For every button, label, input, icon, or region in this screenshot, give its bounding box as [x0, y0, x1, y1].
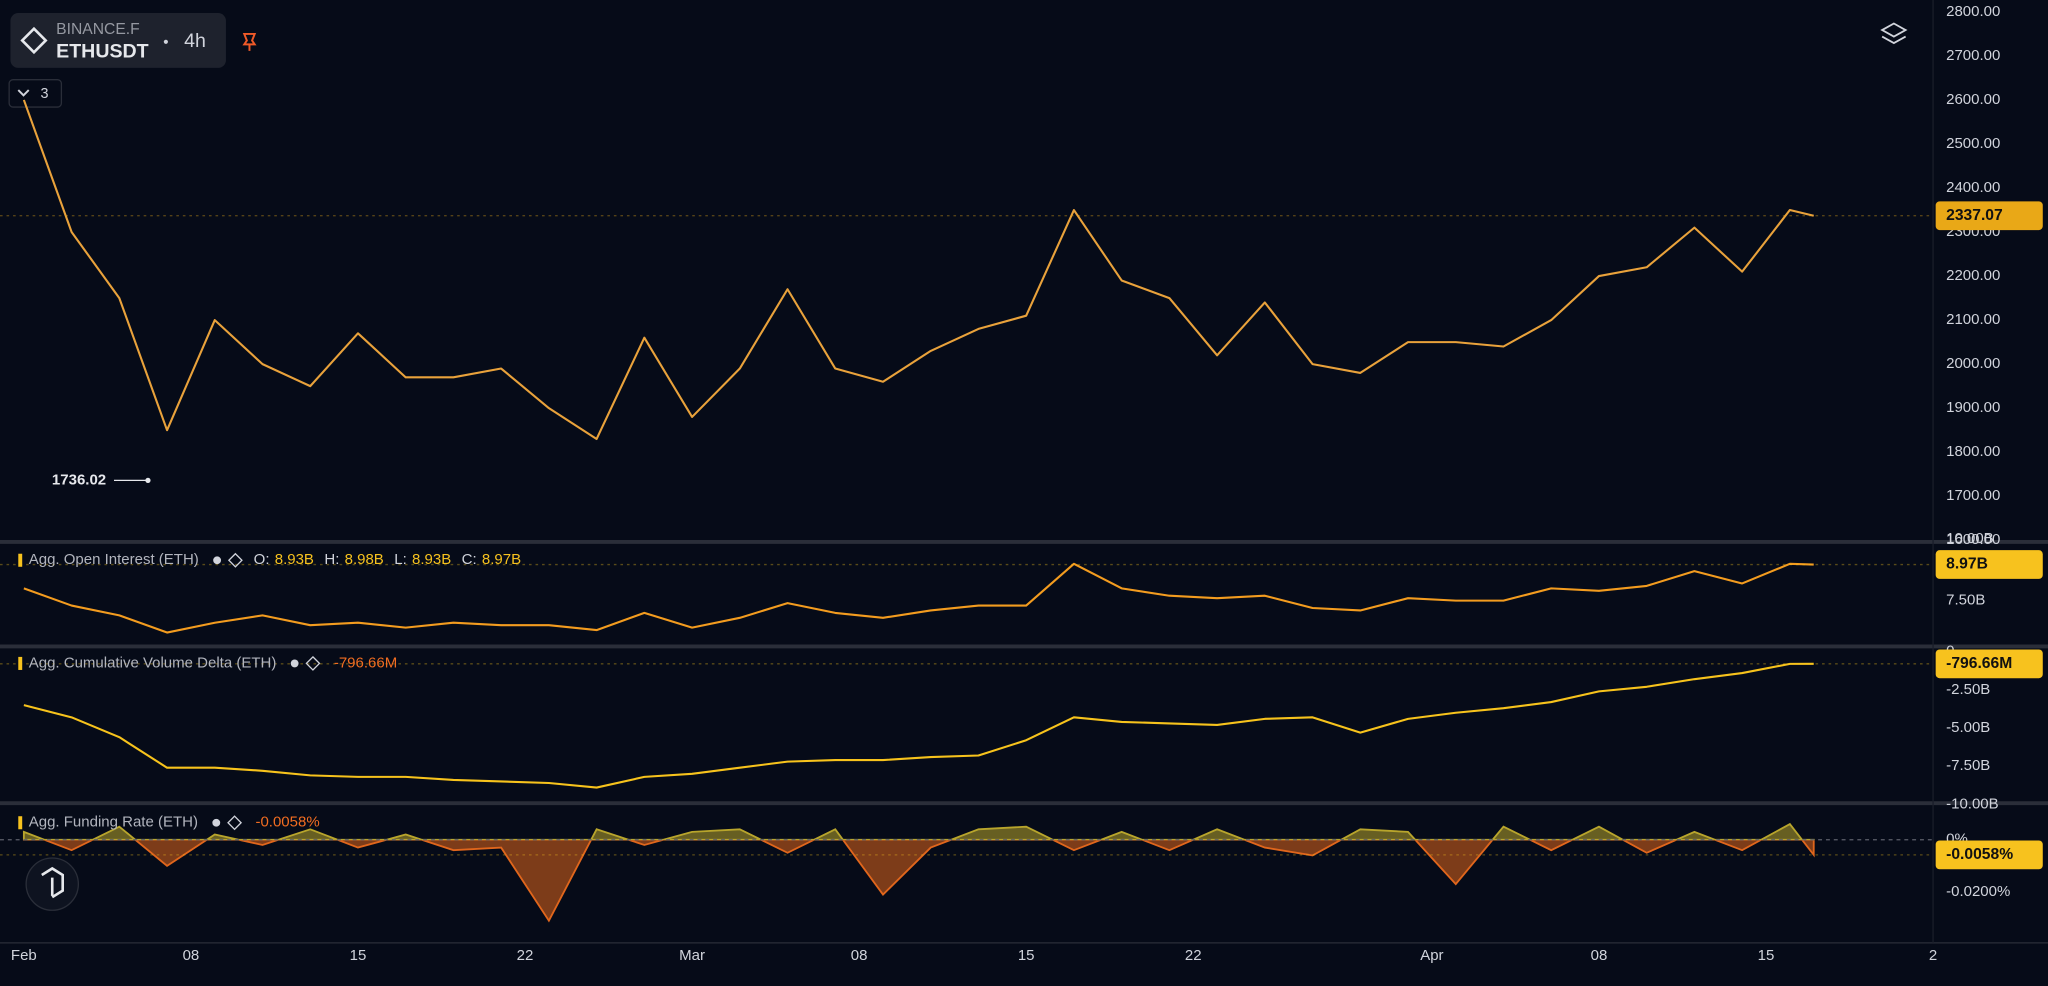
legend-marker: [18, 656, 23, 670]
interval[interactable]: 4h: [184, 30, 206, 52]
last-value-badge: [1935, 649, 2043, 679]
y-tick-label: 1600.00: [1946, 531, 2000, 548]
pane-title: Agg. Open Interest (ETH): [29, 551, 199, 568]
last-value-label: -796.66M: [1946, 655, 2012, 672]
y-tick-label: 1700.00: [1946, 487, 2000, 504]
x-tick-label: 08: [183, 947, 200, 964]
y-tick-label: 1900.00: [1946, 399, 2000, 416]
last-value-label: 8.97B: [1946, 556, 1988, 573]
legend-key: H:: [324, 551, 339, 568]
symbol-box[interactable]: [10, 13, 226, 68]
x-tick-label: 22: [517, 947, 534, 964]
area-positive: [22, 822, 1815, 841]
pane-title: Agg. Cumulative Volume Delta (ETH): [29, 654, 277, 671]
exchange: BINANCE.F: [56, 21, 140, 38]
y-tick-label: 2200.00: [1946, 267, 2000, 284]
y-tick-label: 2700.00: [1946, 47, 2000, 64]
indicator-count: 3: [40, 86, 48, 102]
x-tick-label: Feb: [11, 947, 37, 964]
legend-value: 8.93B: [412, 551, 451, 568]
y-tick-label: -7.50B: [1946, 757, 1990, 774]
y-tick-label: 2500.00: [1946, 135, 2000, 152]
symbol[interactable]: ETHUSDT: [56, 40, 148, 62]
y-tick-label: 1800.00: [1946, 443, 2000, 460]
y-tick-label: 2000.00: [1946, 355, 2000, 372]
pin-icon[interactable]: [242, 32, 257, 51]
x-tick-label: 08: [1591, 947, 1608, 964]
x-tick-label: 08: [851, 947, 868, 964]
area-negative: [22, 840, 1815, 923]
series-line: [22, 99, 1814, 441]
low-label: 1736.02: [52, 471, 106, 488]
settings-icon: [290, 659, 299, 668]
x-tick-label: 15: [1758, 947, 1775, 964]
y-tick-label: 2800.00: [1946, 3, 2000, 20]
y-tick-label: -0.0200%: [1946, 883, 2010, 900]
legend-marker: [18, 816, 23, 830]
x-tick-label: Mar: [679, 947, 705, 964]
source-icon: [227, 552, 243, 568]
y-tick-label: -5.00B: [1946, 719, 1990, 736]
legend-key: C:: [462, 551, 477, 568]
pane-title: Agg. Funding Rate (ETH): [29, 814, 198, 831]
y-tick-label: -2.50B: [1946, 681, 1990, 698]
y-tick-label: 10.00B: [1946, 530, 1994, 547]
y-tick-label: 7.50B: [1946, 592, 1985, 609]
last-value-badge: [1935, 840, 2043, 870]
settings-icon: [213, 556, 222, 565]
legend-value: -0.0058%: [255, 814, 319, 831]
series-line: [23, 562, 1814, 634]
legend-key: L:: [394, 551, 407, 568]
series-line: [23, 662, 1814, 789]
source-icon: [305, 655, 321, 671]
low-point: [145, 477, 151, 483]
source-icon: [227, 815, 243, 831]
x-tick-label: 15: [1018, 947, 1035, 964]
settings-icon: [212, 818, 221, 827]
last-value-label: 2337.07: [1946, 207, 2003, 224]
x-tick-label: Apr: [1420, 947, 1443, 964]
exchange-logo: [20, 26, 48, 55]
y-tick-label: 2400.00: [1946, 179, 2000, 196]
x-tick-label: 22: [1185, 947, 1202, 964]
last-value-label: -0.0058%: [1946, 846, 2013, 863]
legend-value: 8.93B: [275, 551, 314, 568]
x-tick-label: 2: [1929, 947, 1937, 964]
legend-value: 8.97B: [482, 551, 521, 568]
chevron: [17, 89, 30, 97]
legend-value: 8.98B: [345, 551, 384, 568]
separator-dot: [163, 39, 168, 44]
indicator-toggle[interactable]: [8, 79, 63, 108]
y-tick-label: 2600.00: [1946, 91, 2000, 108]
layers-icon[interactable]: [1880, 22, 1908, 45]
legend-value: -796.66M: [334, 654, 397, 671]
x-tick-label: 15: [350, 947, 367, 964]
logo-icon: [41, 866, 64, 899]
legend-marker: [18, 553, 23, 567]
legend-key: O:: [254, 551, 270, 568]
y-tick-label: -10.00B: [1946, 795, 1999, 812]
last-value-badge: [1935, 550, 2043, 579]
y-tick-label: 2100.00: [1946, 311, 2000, 328]
last-value-badge: [1935, 201, 2043, 231]
